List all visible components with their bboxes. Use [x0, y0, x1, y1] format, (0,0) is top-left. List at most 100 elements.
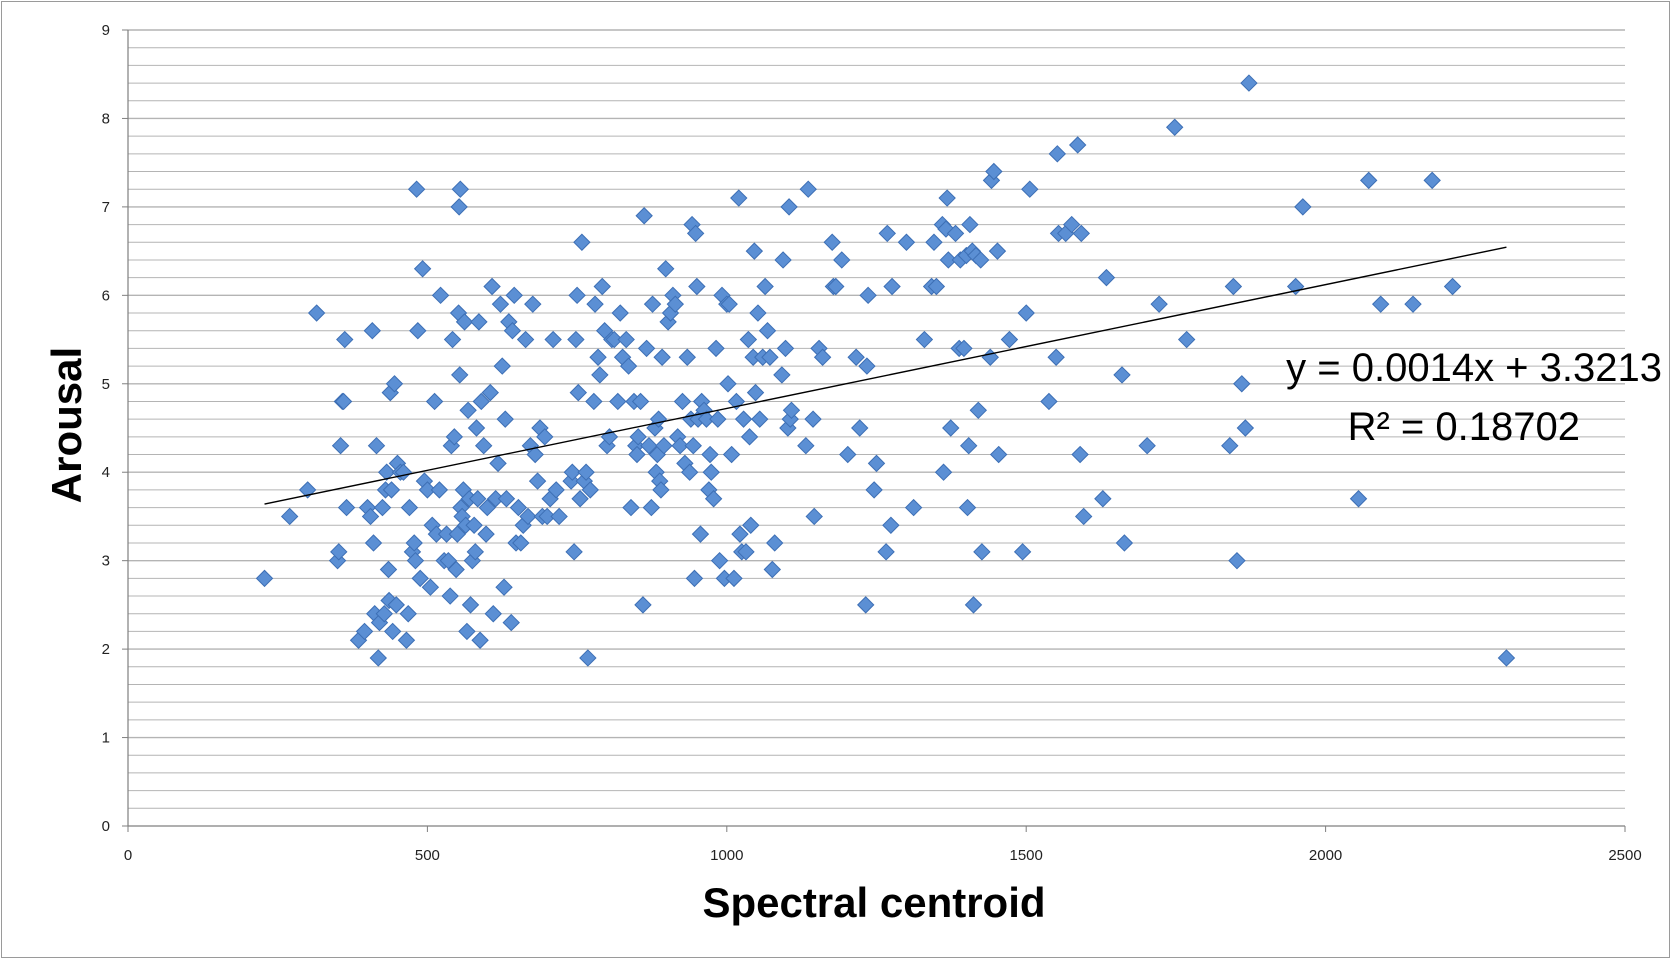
data-point	[739, 330, 758, 349]
data-point	[938, 189, 956, 207]
data-point	[255, 569, 274, 588]
data-point	[883, 277, 901, 296]
data-point	[361, 507, 380, 526]
data-point	[409, 322, 427, 340]
data-point	[629, 428, 647, 446]
data-point	[765, 534, 784, 552]
data-point	[1047, 348, 1065, 366]
data-point	[430, 481, 449, 499]
data-point	[927, 277, 946, 296]
data-point	[383, 622, 402, 641]
data-point	[678, 348, 696, 366]
data-point	[1072, 224, 1090, 243]
data-point	[445, 428, 464, 446]
data-point	[839, 445, 857, 464]
data-point	[1094, 490, 1112, 508]
data-point	[758, 322, 777, 340]
data-point	[375, 605, 393, 623]
data-point	[609, 392, 627, 411]
data-point	[773, 366, 791, 384]
data-point	[643, 295, 662, 313]
data-point	[496, 410, 514, 428]
data-point	[516, 330, 535, 349]
data-point	[637, 339, 656, 358]
data-point	[1221, 436, 1239, 455]
data-point	[934, 463, 953, 481]
data-point	[742, 516, 760, 534]
data-points	[255, 74, 1516, 667]
data-point	[857, 596, 875, 614]
data-point	[1349, 490, 1368, 508]
data-point	[565, 543, 583, 561]
data-point	[960, 436, 978, 455]
data-point	[489, 454, 507, 473]
data-point	[751, 410, 769, 428]
data-point	[373, 498, 392, 517]
data-point	[461, 596, 480, 614]
data-point	[406, 551, 425, 570]
data-point	[955, 339, 973, 358]
y-tick-label: 3	[102, 553, 110, 570]
data-point	[330, 543, 348, 561]
data-point	[483, 277, 501, 296]
data-point	[605, 330, 623, 349]
r-squared-label: R² = 0.18702	[1348, 405, 1580, 449]
data-point	[897, 233, 916, 251]
data-point	[878, 224, 896, 243]
data-point	[833, 251, 851, 269]
data-point	[441, 587, 459, 605]
data-point	[1360, 171, 1378, 190]
tick-labels: 0 1 2 3 4 5 6 7 8 9 0 500 1000 1500 2000 2500	[102, 22, 1642, 864]
data-point	[568, 286, 586, 305]
data-point	[503, 322, 522, 340]
data-point	[805, 507, 823, 526]
data-point	[421, 578, 440, 596]
data-point	[379, 560, 398, 579]
data-point	[411, 569, 429, 588]
data-point	[495, 578, 513, 596]
data-point	[474, 436, 493, 455]
data-point	[413, 260, 432, 278]
y-tick-label: 0	[102, 818, 110, 835]
data-point	[734, 410, 753, 428]
data-point	[337, 498, 356, 517]
data-point	[585, 392, 603, 411]
data-point	[1294, 198, 1312, 216]
data-point	[709, 410, 727, 428]
data-point	[653, 348, 671, 366]
data-point	[563, 463, 582, 481]
data-point	[1177, 330, 1196, 349]
data-point	[1048, 145, 1067, 163]
data-point	[611, 304, 629, 322]
data-point	[652, 481, 670, 499]
data-point	[509, 498, 528, 517]
x-tick-label: 1000	[710, 847, 743, 864]
data-point	[722, 445, 741, 464]
data-point	[939, 251, 958, 269]
data-point	[466, 543, 485, 561]
data-point	[985, 162, 1003, 181]
data-point	[763, 560, 782, 579]
data-point	[364, 534, 383, 552]
data-point	[730, 189, 748, 207]
data-point	[804, 410, 822, 428]
data-point	[971, 251, 990, 269]
data-point	[877, 543, 895, 561]
y-tick-label: 9	[102, 22, 110, 39]
data-point	[725, 569, 743, 588]
data-point	[367, 436, 386, 455]
data-point	[491, 295, 510, 313]
y-axis-title: Arousal	[43, 347, 90, 503]
data-point	[1063, 215, 1081, 234]
data-point	[865, 481, 883, 499]
data-point	[761, 348, 779, 366]
data-point	[425, 392, 444, 411]
data-point	[1000, 330, 1019, 349]
y-tick-label: 4	[102, 464, 110, 481]
data-point	[1443, 277, 1462, 296]
y-tick-label: 5	[102, 376, 110, 393]
data-point	[707, 339, 725, 358]
data-point	[684, 436, 702, 455]
x-tick-label: 500	[415, 847, 440, 864]
data-point	[589, 348, 607, 366]
